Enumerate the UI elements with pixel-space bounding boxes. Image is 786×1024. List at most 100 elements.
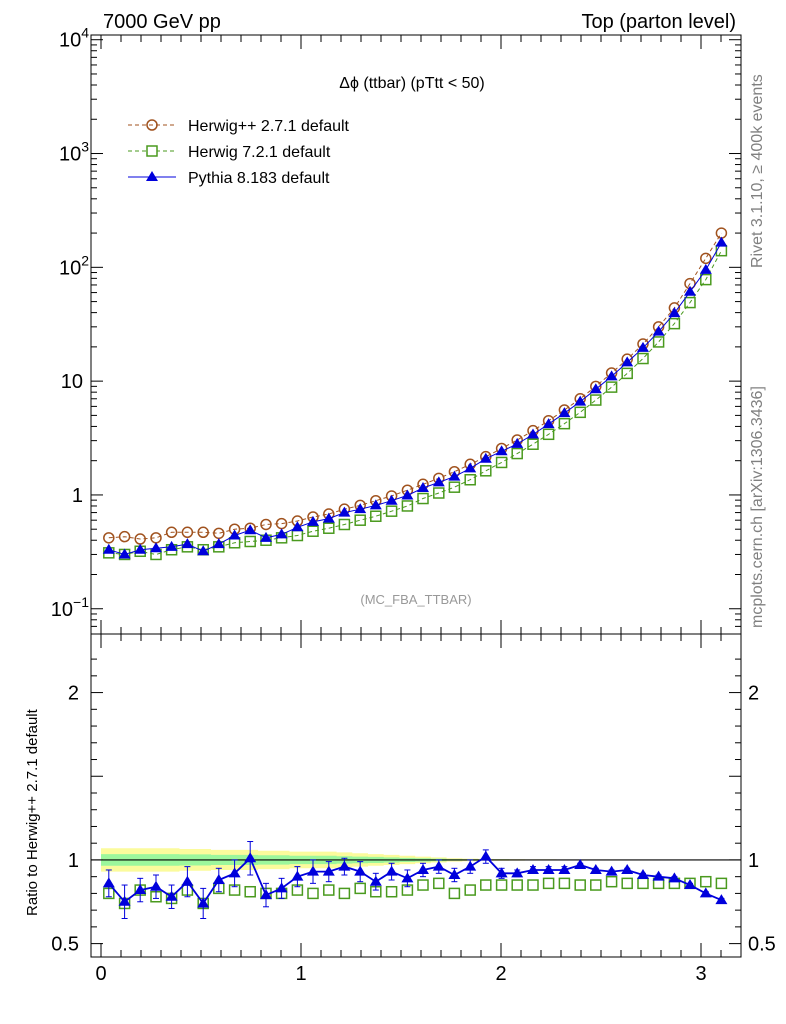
data-point [385, 505, 398, 517]
ratio-point [637, 877, 649, 890]
ratio-point [574, 879, 586, 891]
ratio-point [401, 872, 414, 883]
main-y-axis: 10−1 1 10 102 103 104 [51, 25, 741, 635]
ratio-point [558, 863, 571, 874]
ratio-point [385, 885, 398, 898]
ratio-point [590, 879, 602, 891]
ratio-point [165, 890, 178, 901]
data-point [323, 522, 335, 534]
ratio-y-tick-label-right: 1 [748, 850, 759, 872]
ratio-point [433, 877, 445, 890]
ratio-series [102, 841, 728, 920]
ratio-point [307, 887, 319, 900]
ratio-point [527, 879, 539, 891]
data-point [118, 530, 131, 543]
ratio-point [385, 865, 398, 876]
ratio-y-tick-label-right: 2 [748, 683, 759, 705]
ratio-point [432, 860, 445, 871]
data-point [448, 470, 461, 481]
y-tick-label: 102 [59, 252, 89, 279]
data-point [495, 456, 508, 469]
ratio-point [338, 887, 351, 900]
data-point [417, 492, 429, 505]
data-point [260, 518, 272, 531]
legend-label-pythia: Pythia 8.183 default [188, 170, 330, 187]
data-point [464, 473, 476, 486]
data-point [652, 325, 665, 336]
data-point [652, 336, 665, 348]
data-point [527, 428, 539, 439]
legend-label-herwigpp: Herwig++ 2.7.1 default [188, 118, 350, 135]
data-point [197, 545, 210, 556]
data-point [621, 367, 633, 380]
data-point [700, 273, 712, 286]
data-point [715, 244, 728, 257]
ratio-point [574, 858, 587, 869]
data-point [700, 252, 712, 265]
ratio-point [228, 867, 241, 878]
data-point [433, 487, 445, 499]
data-point [621, 356, 634, 367]
ratio-point [417, 879, 429, 891]
data-point [495, 445, 508, 456]
data-point [511, 437, 524, 448]
x-tick-label: 0 [95, 963, 106, 985]
data-point [558, 417, 571, 430]
ratio-line [108, 855, 722, 905]
ratio-y-tick-label-left: 2 [68, 683, 79, 705]
ratio-point [275, 882, 288, 893]
ratio-point [699, 887, 712, 898]
x-tick-label: 3 [695, 963, 706, 985]
ratio-point [715, 894, 728, 905]
data-point [134, 543, 147, 554]
ratio-y-tick-label-left: 0.5 [51, 934, 79, 956]
header-left: 7000 GeV pp [103, 11, 221, 33]
ratio-point [715, 877, 728, 890]
series-line [108, 242, 722, 556]
data-point [103, 532, 115, 544]
mcplots-label: mcplots.cern.ch [arXiv:1306.3436] [749, 386, 766, 628]
data-point [369, 499, 382, 510]
y-tick-label: 10−1 [51, 594, 89, 621]
legend-marker-circle-icon [146, 119, 158, 131]
data-point [542, 428, 555, 441]
data-point [715, 236, 728, 247]
legend: Herwig++ 2.7.1 default Herwig 7.2.1 defa… [128, 118, 350, 187]
data-point [558, 407, 571, 418]
data-point [354, 514, 366, 526]
ratio-y-tick-label-left: 1 [68, 850, 79, 872]
ratio-y-tick-label-right: 0.5 [748, 934, 776, 956]
ratio-panel: 0.5 0.5 1 1 2 2 0 1 2 3 Ratio to Herwig++ 2.7.1 … [24, 35, 776, 985]
legend-entry-pythia: Pythia 8.183 default [128, 170, 330, 187]
main-series [102, 227, 728, 561]
data-point [432, 476, 445, 487]
legend-entry-herwig7: Herwig 7.2.1 default [128, 144, 331, 161]
data-point [260, 531, 272, 542]
y-tick-label: 103 [59, 139, 89, 166]
data-point [605, 370, 618, 381]
y-tick-label: 10 [61, 371, 83, 393]
y-tick-label: 104 [59, 25, 89, 52]
data-point [401, 500, 414, 512]
data-point [605, 381, 618, 393]
rivet-version-label: Rivet 3.1.10, ≥ 400k events [749, 74, 766, 268]
data-point [464, 462, 477, 473]
legend-label-herwig7: Herwig 7.2.1 default [188, 144, 331, 161]
data-point [338, 506, 351, 517]
ratio-point [260, 889, 272, 900]
ratio-y-label: Ratio to Herwig++ 2.7.1 default [24, 708, 41, 916]
data-point [370, 510, 382, 522]
data-point [354, 503, 367, 514]
ratio-frame [90, 633, 742, 958]
ratio-point [181, 875, 194, 886]
data-point [275, 528, 288, 539]
data-point [542, 418, 555, 429]
legend-marker-triangle-icon [146, 171, 158, 181]
x-tick-label: 1 [295, 963, 306, 985]
ratio-point [322, 865, 335, 876]
data-point [637, 341, 649, 352]
ratio-point [495, 867, 508, 878]
ratio-point [448, 868, 461, 879]
